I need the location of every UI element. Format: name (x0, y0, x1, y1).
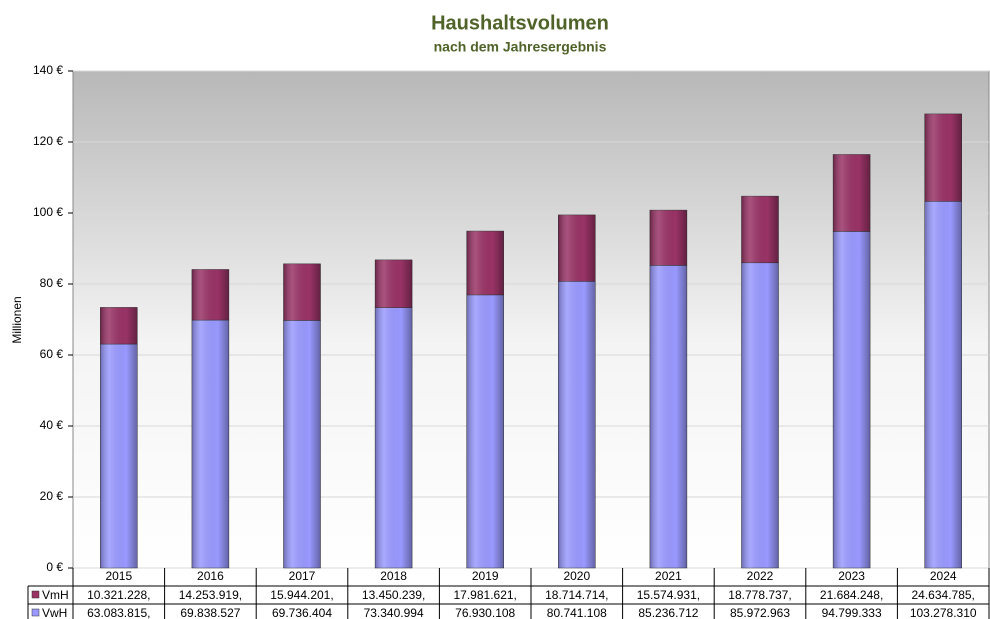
y-tick-label: 20 € (40, 489, 64, 503)
bar-shade (558, 281, 596, 568)
x-tick-label: 2020 (563, 569, 590, 583)
table-value: 24.634.785, (911, 588, 974, 602)
legend-swatch (31, 590, 40, 599)
bar-shade (741, 262, 779, 568)
table-value: 18.778.737, (728, 588, 791, 602)
table-value: 69.838.527 (180, 606, 240, 619)
legend-swatch (31, 608, 40, 617)
table-value: 18.714.714, (545, 588, 608, 602)
bar-shade (649, 210, 687, 266)
bar-shade (833, 231, 871, 568)
bar-shade (649, 265, 687, 568)
table-value: 76.930.108 (455, 606, 515, 619)
table-value: 69.736.404 (272, 606, 332, 619)
y-tick-label: 140 € (33, 63, 63, 77)
x-tick-label: 2021 (655, 569, 682, 583)
bar-shade (924, 201, 962, 568)
table-value: 63.083.815, (87, 606, 150, 619)
x-tick-label: 2017 (289, 569, 316, 583)
bar-shade (100, 344, 138, 568)
table-value: 73.340.994 (364, 606, 424, 619)
bar-shade (741, 196, 779, 263)
y-tick-label: 60 € (40, 347, 64, 361)
table-value: 94.799.333 (822, 606, 882, 619)
y-tick-label: 120 € (33, 134, 63, 148)
table-value: 85.236.712 (638, 606, 698, 619)
x-tick-label: 2015 (105, 569, 132, 583)
table-value: 15.944.201, (270, 588, 333, 602)
bar-shade (283, 320, 321, 568)
y-axis-label: Millionen (10, 296, 24, 343)
chart-title: Haushaltsvolumen (431, 12, 609, 34)
bar-shade (191, 320, 229, 568)
table-value: 103.278.310 (910, 606, 977, 619)
legend-label: VmH (42, 588, 69, 602)
y-tick-label: 80 € (40, 276, 64, 290)
x-tick-label: 2016 (197, 569, 224, 583)
y-tick-label: 100 € (33, 205, 63, 219)
table-value: 13.450.239, (362, 588, 425, 602)
x-tick-label: 2023 (838, 569, 865, 583)
y-tick-label: 0 € (46, 560, 63, 574)
bar-shade (375, 259, 413, 308)
x-tick-label: 2024 (930, 569, 957, 583)
bar-shade (283, 263, 321, 321)
bar-shade (833, 154, 871, 232)
x-tick-label: 2022 (747, 569, 774, 583)
table-value: 80.741.108 (547, 606, 607, 619)
bar-shade (466, 294, 504, 568)
table-value: 17.981.621, (453, 588, 516, 602)
bar-shade (100, 307, 138, 345)
bar-shade (191, 269, 229, 321)
table-value: 85.972.963 (730, 606, 790, 619)
table-value: 15.574.931, (637, 588, 700, 602)
x-tick-label: 2019 (472, 569, 499, 583)
x-tick-label: 2018 (380, 569, 407, 583)
bar-shade (924, 113, 962, 202)
bar-shade (375, 307, 413, 568)
table-value: 21.684.248, (820, 588, 883, 602)
bar-shade (558, 214, 596, 282)
chart-subtitle: nach dem Jahresergebnis (434, 39, 607, 55)
y-tick-label: 40 € (40, 418, 64, 432)
bar-shade (466, 231, 504, 295)
legend-label: VwH (42, 606, 67, 619)
table-value: 10.321.228, (87, 588, 150, 602)
table-value: 14.253.919, (179, 588, 242, 602)
